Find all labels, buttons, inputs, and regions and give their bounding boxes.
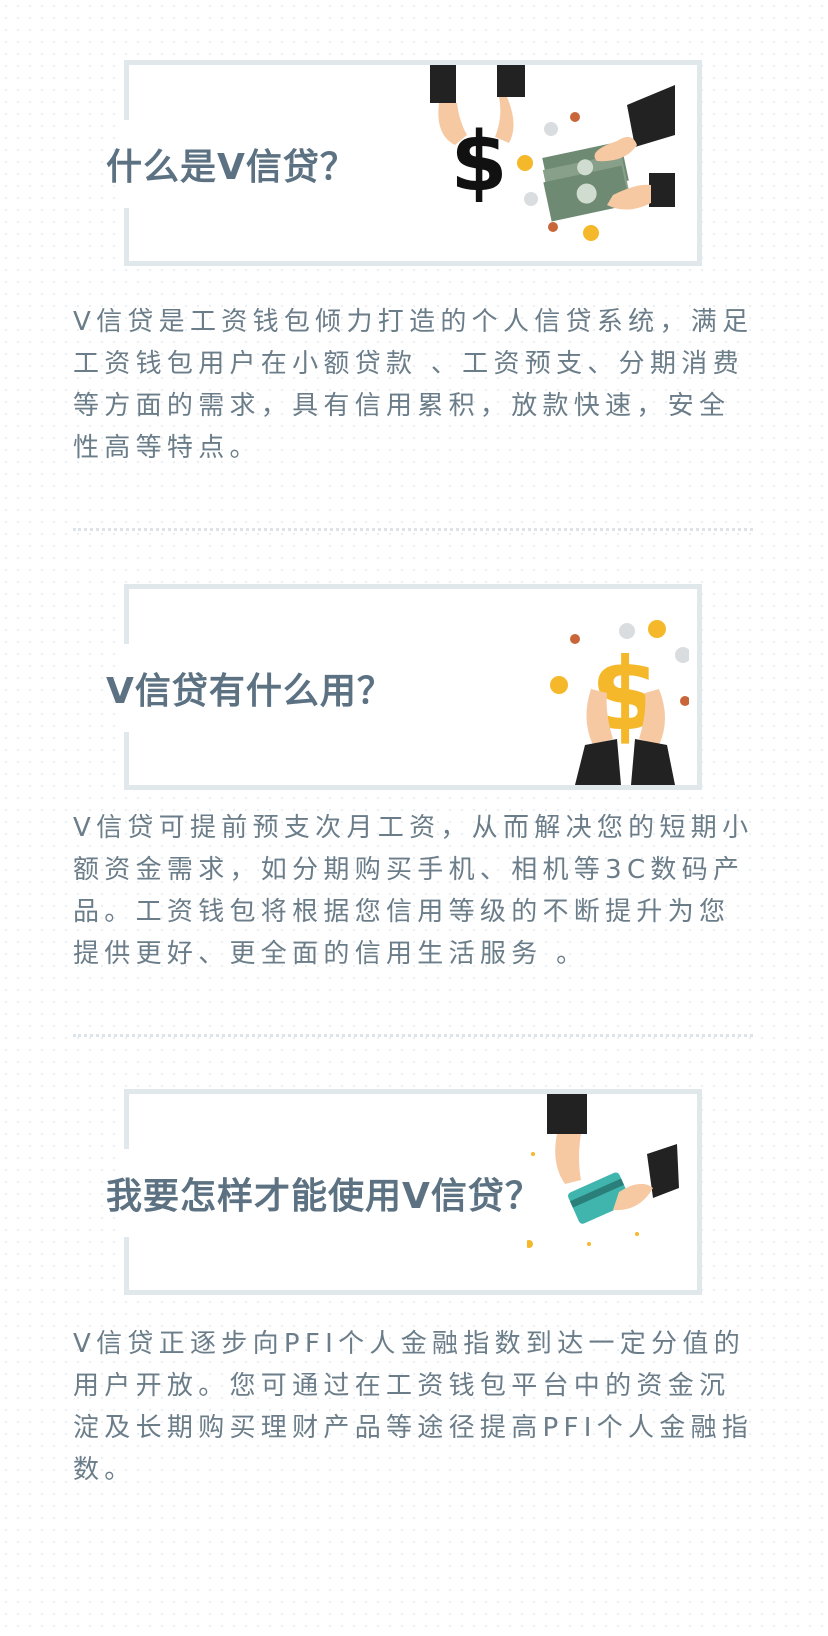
svg-text:$: $ (450, 115, 507, 210)
frame-gap (123, 120, 131, 208)
hands-giving-money-icon: $ (430, 65, 675, 241)
section-3-title: 我要怎样才能使用V信贷？ (106, 1176, 542, 1217)
section-1-card: $ (123, 60, 702, 266)
hands-holding-dollar-icon: $ (550, 620, 689, 785)
section-3-card (123, 1089, 702, 1295)
hands-passing-card-icon (527, 1094, 679, 1248)
section-3-body: V信贷正逐步向PFI个人金融指数到达一定分值的用户开放。您可通过在工资钱包平台中… (73, 1329, 754, 1485)
divider-1 (73, 528, 753, 531)
section-2-title: V信贷有什么用？ (106, 671, 394, 712)
section-2-body: V信贷可提前预支次月工资，从而解决您的短期小额资金需求，如分期购买手机、相机等3… (73, 813, 754, 969)
section-1-title: 什么是V信贷？ (106, 147, 357, 188)
divider-2 (73, 1034, 753, 1037)
frame-gap (123, 644, 131, 732)
frame-gap (123, 1149, 131, 1237)
section-2-card: $ (123, 584, 702, 790)
section-1-body: V信贷是工资钱包倾力打造的个人信贷系统，满足工资钱包用户在小额贷款 、工资预支、… (73, 307, 754, 463)
